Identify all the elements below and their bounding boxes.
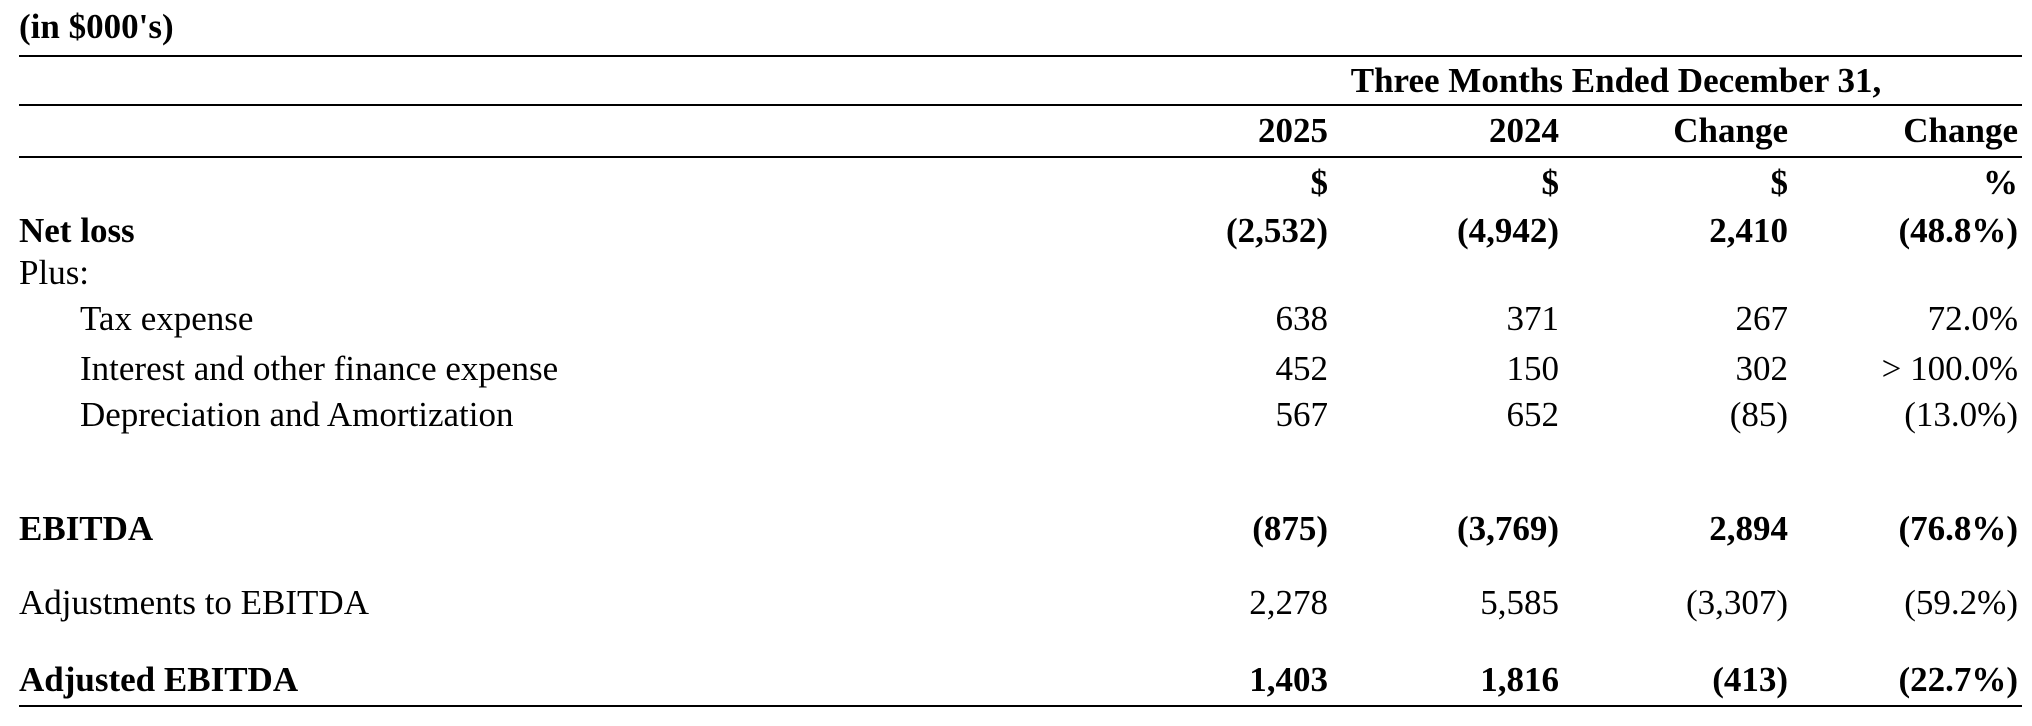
unit-label: $ xyxy=(1771,163,1789,202)
row-label: EBITDA xyxy=(19,509,154,548)
cell-value: 652 xyxy=(1507,395,1560,434)
unit-note: (in $000's) xyxy=(19,7,174,46)
column-header: Change xyxy=(1673,111,1788,150)
cell-value: 2,410 xyxy=(1709,211,1788,250)
cell-value: 302 xyxy=(1736,349,1789,388)
row-label: Tax expense xyxy=(80,299,253,338)
row-label: Depreciation and Amortization xyxy=(80,395,513,434)
column-header: 2024 xyxy=(1489,111,1559,150)
cell-value: 1,403 xyxy=(1249,660,1328,699)
cell-value: (3,769) xyxy=(1457,509,1559,548)
unit-label: $ xyxy=(1542,163,1560,202)
cell-value: (875) xyxy=(1252,509,1328,548)
cell-value: 5,585 xyxy=(1480,583,1559,622)
cell-value: 567 xyxy=(1276,395,1329,434)
cell-value: (76.8%) xyxy=(1898,509,2018,548)
cell-value: (3,307) xyxy=(1686,583,1788,622)
cell-value: 150 xyxy=(1507,349,1560,388)
cell-value: 2,278 xyxy=(1249,583,1328,622)
cell-value: 267 xyxy=(1736,299,1789,338)
unit-label: % xyxy=(1983,163,2018,202)
cell-value: 371 xyxy=(1507,299,1560,338)
unit-label: $ xyxy=(1311,163,1329,202)
cell-value: 2,894 xyxy=(1709,509,1788,548)
cell-value: (22.7%) xyxy=(1898,660,2018,699)
row-label: Net loss xyxy=(19,211,135,250)
cell-value: (59.2%) xyxy=(1904,583,2018,622)
cell-value: 72.0% xyxy=(1928,299,2018,338)
column-header: Change xyxy=(1903,111,2018,150)
cell-value: 452 xyxy=(1276,349,1329,388)
cell-value: > 100.0% xyxy=(1882,349,2018,388)
cell-value: 638 xyxy=(1276,299,1329,338)
cell-value: (413) xyxy=(1712,660,1788,699)
cell-value: 1,816 xyxy=(1480,660,1559,699)
row-label: Adjustments to EBITDA xyxy=(19,583,370,622)
column-header: 2025 xyxy=(1258,111,1328,150)
cell-value: (2,532) xyxy=(1226,211,1328,250)
row-label: Plus: xyxy=(19,253,89,292)
cell-value: (85) xyxy=(1730,395,1788,434)
group-header: Three Months Ended December 31, xyxy=(1351,61,1882,100)
cell-value: (13.0%) xyxy=(1904,395,2018,434)
row-label: Adjusted EBITDA xyxy=(19,660,299,699)
cell-value: (48.8%) xyxy=(1898,211,2018,250)
row-label: Interest and other finance expense xyxy=(80,349,558,388)
cell-value: (4,942) xyxy=(1457,211,1559,250)
